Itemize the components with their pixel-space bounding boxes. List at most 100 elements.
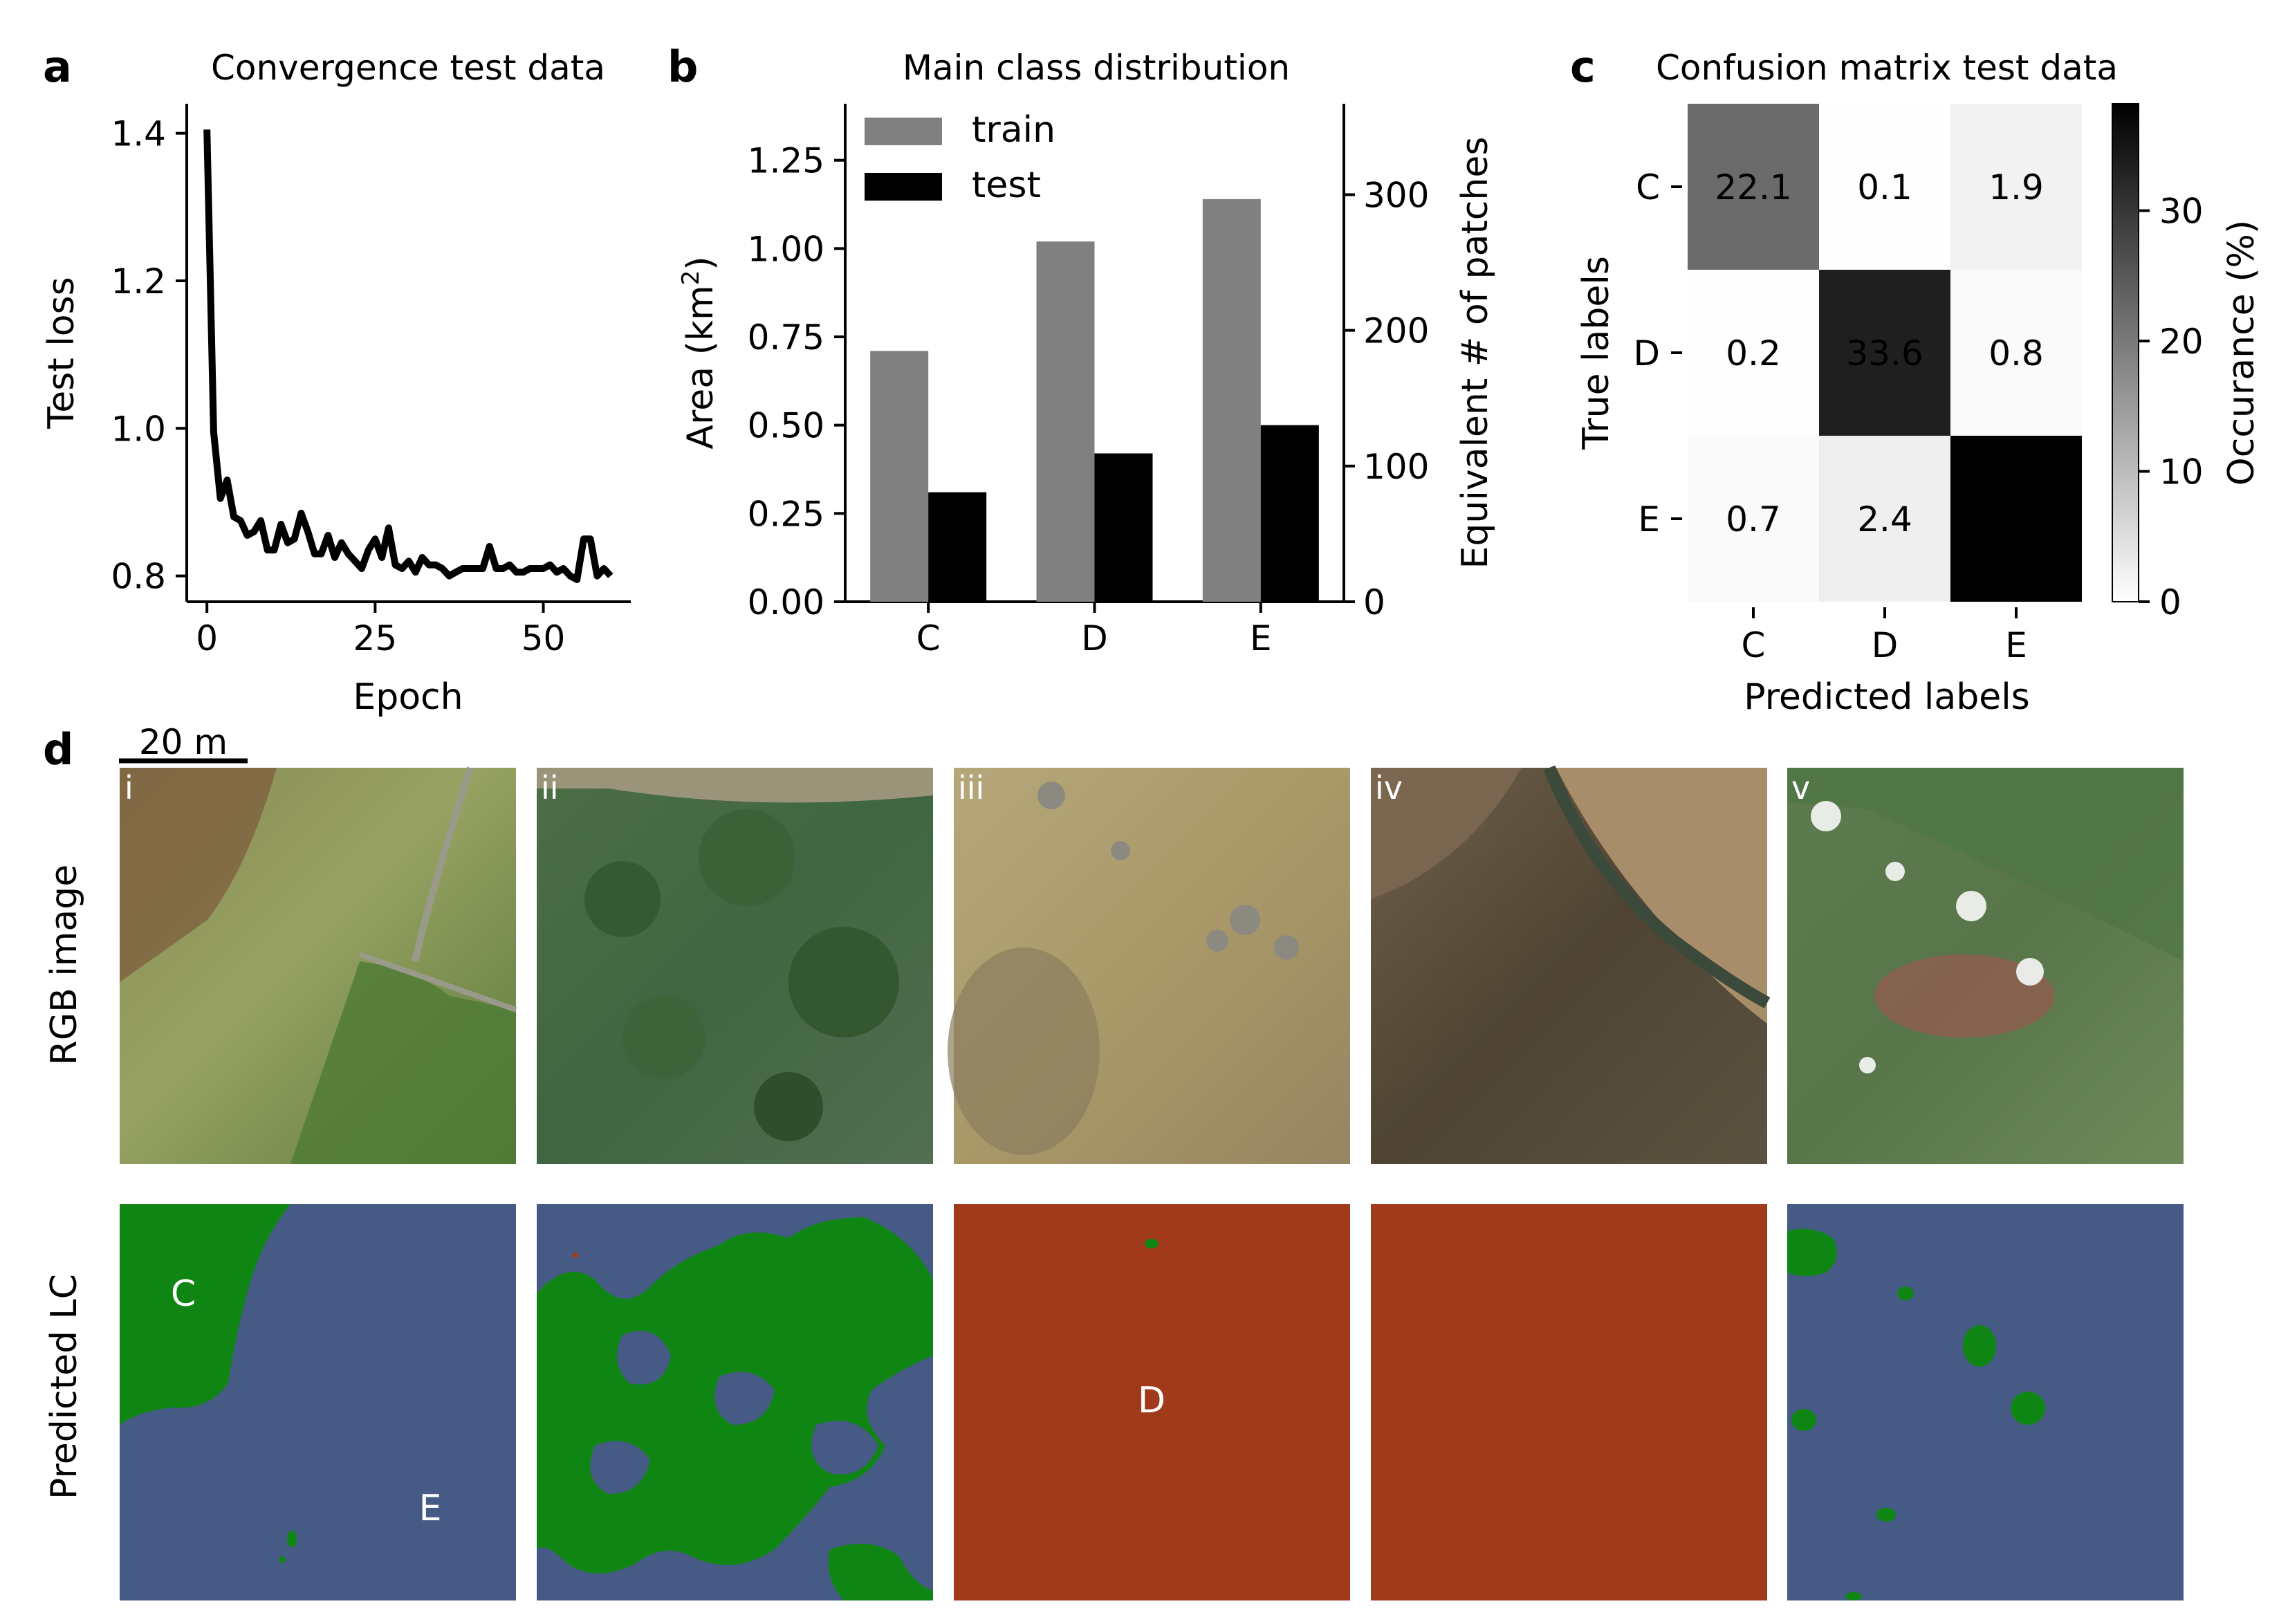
chart-b-title: Main class distribution — [903, 48, 1290, 88]
bar-test-C — [928, 492, 987, 602]
rgb-tile-i — [120, 766, 517, 1164]
colorbar-tick-label: 10 — [2159, 452, 2204, 492]
chart-c-ytick-label: E — [1638, 499, 1660, 539]
chart-a-ytick-label: 1.0 — [111, 409, 166, 449]
chart-b-y2tick-label: 100 — [1363, 447, 1429, 487]
lc-tile-iv — [1371, 1204, 1767, 1600]
chart-a-ytick-label: 1.2 — [111, 261, 166, 302]
colorbar-tick-label: 0 — [2159, 582, 2181, 622]
chart-c-ylabel: True labels — [1576, 256, 1617, 450]
chart-b-ytick-label: 0.75 — [748, 317, 824, 358]
row-label-rgb: RGB image — [44, 865, 85, 1066]
chart-b-ylabel: Area (km2) — [677, 256, 721, 449]
chart-b-y2label: Equivalent # of patches — [1455, 137, 1496, 569]
row-label-predicted: Predicted LC — [44, 1274, 85, 1500]
heatmap-cell-value: 0.1 — [1857, 167, 1912, 207]
chart-c-title: Confusion matrix test data — [1656, 48, 2118, 88]
rgb-tile-iii — [948, 768, 1350, 1164]
heatmap-cell-C-D — [1819, 104, 1950, 270]
rgb-tile-ii — [537, 768, 933, 1164]
chart-b-ylabel-end: ) — [680, 256, 721, 270]
heatmap-cell-value: 0.7 — [1726, 499, 1781, 539]
chart-b: C D E 0.00 0.25 0.50 0.75 1.00 1.25 0 100 200 300 — [748, 104, 1429, 658]
chart-b-xtick-label: E — [1250, 618, 1272, 658]
chart-c-ytick-label: C — [1636, 167, 1660, 207]
chart-b-ytick-label: 1.25 — [748, 141, 824, 181]
scale-bar-label: 20 m — [139, 722, 228, 762]
heatmap-cell-D-E — [1950, 270, 2082, 436]
lc-tile-ii — [537, 1204, 933, 1600]
heatmap-cell-C-E — [1950, 104, 2082, 270]
colorbar — [2112, 103, 2139, 602]
colorbar-tick-label: 20 — [2159, 322, 2204, 362]
heatmap-cell-value: 33.6 — [1846, 333, 1923, 373]
rgb-tile-iv — [1371, 765, 1771, 1164]
heatmap-cell-D-C — [1688, 270, 1819, 436]
heatmap-cell-value: 1.9 — [1988, 167, 2044, 207]
legend-train-swatch — [865, 118, 942, 145]
chart-a-series-line — [203, 129, 613, 583]
lc-label-E: E — [419, 1488, 442, 1529]
bar-train-C — [870, 351, 929, 602]
lc-tile-i — [120, 1204, 516, 1600]
chart-b-ylabel-main: Area (km — [680, 285, 721, 449]
legend-train-label: train — [972, 109, 1055, 151]
chart-a-xtick-label: 50 — [522, 618, 566, 658]
chart-b-xtick-label: D — [1081, 618, 1108, 658]
legend-test-label: test — [972, 165, 1041, 206]
chart-c-xtick-label: C — [1742, 625, 1766, 665]
bar-train-D — [1036, 241, 1095, 602]
tile-label-v: v — [1791, 769, 1810, 806]
tile-label-iii: iii — [958, 769, 984, 806]
lc-tile-iii — [954, 1204, 1350, 1600]
tile-label-iv: iv — [1375, 769, 1403, 806]
lc-label-D: D — [1138, 1380, 1165, 1421]
chart-b-y2tick-label: 300 — [1363, 175, 1429, 215]
heatmap-cell-value: 38.2 — [1977, 499, 2054, 539]
chart-a-ytick-label: 1.4 — [111, 114, 166, 154]
chart-a-ylabel: Test loss — [41, 277, 82, 429]
chart-b-ytick-label: 0.25 — [748, 494, 824, 534]
tile-label-i: i — [124, 769, 133, 806]
heatmap-cell-E-C — [1688, 436, 1819, 602]
lc-label-C: C — [171, 1273, 196, 1315]
chart-c-xtick-label: E — [2005, 625, 2027, 665]
chart-c-ytick-label: D — [1633, 333, 1660, 373]
heatmap-cell-value: 0.2 — [1726, 333, 1781, 373]
chart-b-ytick-label: 0.00 — [748, 582, 824, 622]
tile-label-ii: ii — [541, 769, 559, 806]
chart-b-ytick-label: 1.00 — [748, 229, 824, 269]
chart-a: 0 25 50 0.8 1.0 1.2 1.4 — [111, 104, 631, 658]
chart-c-xtick-label: D — [1872, 625, 1899, 665]
heatmap-cell-D-D — [1819, 270, 1950, 436]
heatmap-cell-E-E — [1950, 436, 2082, 602]
lc-tile-v — [1787, 1204, 2184, 1600]
rgb-tile-v — [1787, 768, 2184, 1164]
chart-b-xtick-label: C — [916, 618, 941, 658]
chart-b-y2tick-label: 0 — [1363, 582, 1385, 622]
chart-b-y2tick-label: 200 — [1363, 311, 1429, 351]
panel-letter-d: d — [43, 724, 73, 775]
chart-b-ytick-label: 0.50 — [748, 406, 824, 446]
heatmap-cell-value: 2.4 — [1857, 499, 1912, 539]
chart-b-ylabel-sup: 2 — [677, 270, 705, 286]
panel-letter-a: a — [43, 41, 72, 92]
colorbar-label: Occurance (%) — [2221, 220, 2262, 486]
chart-c: 22.1 0.1 1.9 0.2 33.6 0.8 0.7 2.4 38.2 C D E C D E — [1633, 104, 2082, 665]
heatmap-cell-value: 22.1 — [1715, 167, 1791, 207]
chart-a-xtick-label: 25 — [353, 618, 398, 658]
heatmap-cell-C-C — [1688, 104, 1819, 270]
heatmap-cell-E-D — [1819, 436, 1950, 602]
colorbar-tick-label: 30 — [2159, 192, 2204, 232]
chart-a-xtick-label: 0 — [196, 618, 218, 658]
panel-letter-b: b — [667, 41, 698, 92]
panel-letter-c: c — [1570, 41, 1596, 92]
chart-a-ytick-label: 0.8 — [111, 557, 166, 597]
chart-c-xlabel: Predicted labels — [1744, 676, 2030, 718]
chart-a-title: Convergence test data — [211, 48, 605, 88]
chart-a-xlabel: Epoch — [353, 676, 463, 718]
heatmap-cell-value: 0.8 — [1988, 333, 2044, 373]
bar-train-E — [1202, 199, 1261, 602]
bar-test-D — [1094, 453, 1153, 602]
bar-test-E — [1260, 425, 1319, 602]
